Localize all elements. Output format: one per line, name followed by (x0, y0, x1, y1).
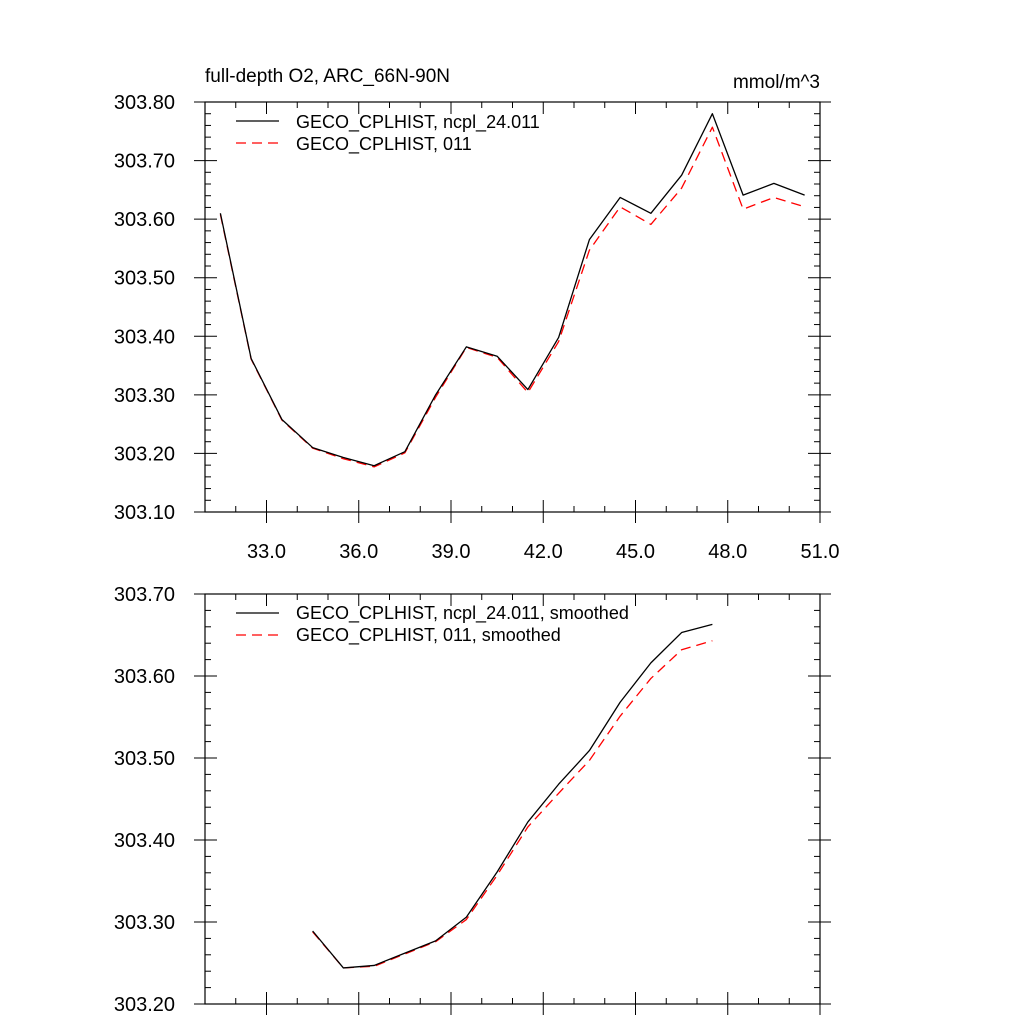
bottom-axis-ticks: 303.20 303.30 303.40 303.50 303.60 303.70 (114, 584, 831, 1016)
bottom-legend-label-1: GECO_CPLHIST, ncpl_24.011, smoothed (296, 603, 629, 624)
top-y-tick-label: 303.30 (114, 385, 175, 407)
top-y-tick-label: 303.20 (114, 443, 175, 465)
bottom-series-line-black (312, 623, 713, 969)
bottom-plot-frame (204, 593, 821, 1005)
top-y-tick-label: 303.60 (114, 209, 175, 231)
bottom-legend-label-2: GECO_CPLHIST, 011, smoothed (296, 625, 561, 646)
top-legend-label-1: GECO_CPLHIST, ncpl_24.011 (296, 112, 540, 133)
bottom-y-tick-label: 303.30 (114, 912, 175, 934)
top-y-tick-label: 303.80 (114, 92, 175, 114)
top-x-tick-label: 42.0 (524, 541, 563, 563)
bottom-y-tick-label: 303.70 (114, 584, 175, 606)
top-series-line-red-dashed (219, 126, 805, 468)
top-x-tick-label: 36.0 (339, 541, 378, 563)
top-chart-units: mmol/m^3 (733, 72, 820, 93)
top-x-tick-label: 33.0 (247, 541, 286, 563)
top-y-tick-label: 303.50 (114, 268, 175, 290)
top-x-tick-label: 51.0 (801, 541, 840, 563)
bottom-y-tick-label: 303.40 (114, 830, 175, 852)
top-x-tick-label: 39.0 (432, 541, 471, 563)
bottom-y-tick-label: 303.50 (114, 748, 175, 770)
top-series-lines (219, 113, 805, 468)
top-chart-title: full-depth O2, ARC_66N-90N (205, 66, 450, 87)
top-y-tick-label: 303.10 (114, 502, 175, 524)
top-panel: full-depth O2, ARC_66N-90N mmol/m^3 33.0… (114, 66, 840, 563)
bottom-series-lines (312, 623, 713, 969)
top-legend-label-2: GECO_CPLHIST, 011 (296, 134, 472, 155)
top-y-tick-label: 303.40 (114, 326, 175, 348)
top-x-tick-label: 48.0 (708, 541, 747, 563)
bottom-panel: 303.20 303.30 303.40 303.50 303.60 303.70 GEC… (114, 584, 831, 1016)
top-x-tick-label: 45.0 (616, 541, 655, 563)
bottom-y-tick-label: 303.20 (114, 994, 175, 1016)
top-axis-ticks: 33.0 36.0 39.0 42.0 45.0 48.0 51.0 303.10 303.20… (114, 92, 840, 563)
top-y-tick-label: 303.70 (114, 151, 175, 173)
bottom-y-tick-label: 303.60 (114, 666, 175, 688)
top-legend: GECO_CPLHIST, ncpl_24.011 GECO_CPLHIST, … (236, 112, 540, 155)
bottom-legend: GECO_CPLHIST, ncpl_24.011, smoothed GECO… (236, 603, 629, 646)
bottom-series-line-red-dashed (312, 640, 713, 969)
top-series-line-black (219, 113, 805, 467)
top-plot-frame (204, 101, 821, 513)
